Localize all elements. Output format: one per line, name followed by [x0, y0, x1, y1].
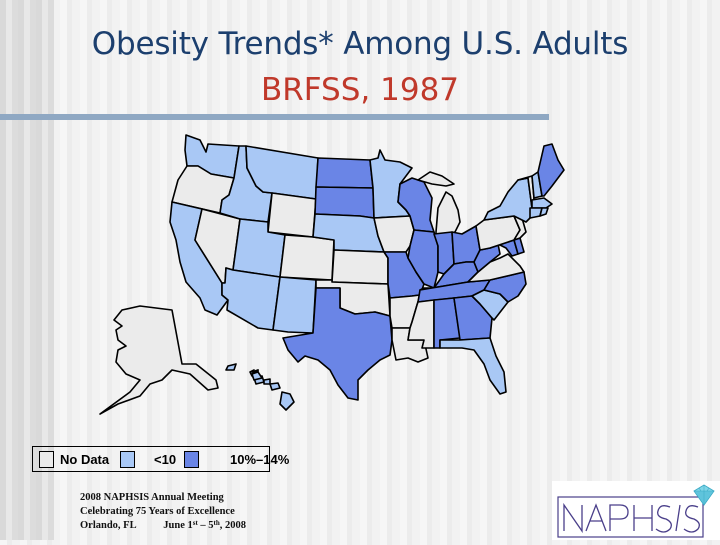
- state-wy: [267, 192, 317, 238]
- footer-line-3: Orlando, FL June 1st – 5th, 2008: [80, 519, 246, 533]
- slide-title: Obesity Trends* Among U.S. Adults: [91, 26, 629, 62]
- legend-label-lt10: <10: [154, 452, 177, 467]
- state-hi-b1: [251, 369, 259, 373]
- map-legend: No Data <10 10%–14%: [32, 446, 289, 472]
- legend-swatch-lt10: [120, 451, 135, 468]
- footer-city: Orlando, FL: [80, 520, 137, 531]
- state-nm: [272, 276, 317, 334]
- footer-sup-st: st: [192, 519, 198, 527]
- state-hi-big-island: [279, 391, 295, 411]
- footer-line-2: Celebrating 75 Years of Excellence: [80, 506, 235, 517]
- state-sd: [314, 186, 375, 219]
- state-ak: [99, 305, 219, 415]
- diamond-icon: [693, 484, 715, 506]
- title-divider: [0, 114, 549, 120]
- state-fl: [439, 337, 507, 395]
- logo-frame: [557, 496, 704, 538]
- state-me: [537, 143, 565, 197]
- state-mi-up: [417, 171, 455, 187]
- logo-wordmark: [563, 502, 700, 534]
- state-hi-island-4: [269, 382, 281, 391]
- footer-date-mid: – 5: [197, 520, 214, 531]
- state-va: [467, 253, 525, 283]
- state-hi-island-3: [263, 378, 271, 385]
- state-co: [279, 234, 335, 281]
- naphsis-logo: [552, 481, 720, 540]
- state-ma: [531, 197, 553, 209]
- state-az: [221, 267, 281, 331]
- legend-swatch-10-14: [184, 451, 199, 468]
- legend-label-10-14: 10%–14%: [230, 452, 290, 467]
- state-mi: [435, 191, 461, 237]
- footer-line-1: 2008 NAPHSIS Annual Meeting: [80, 492, 224, 503]
- state-nd: [315, 157, 374, 189]
- state-ks: [331, 249, 389, 285]
- legend-label-no-data: No Data: [60, 452, 110, 467]
- legend-swatch-no-data: [39, 451, 54, 468]
- state-hi-island-2: [251, 371, 263, 381]
- state-hi-island-1: [225, 363, 237, 371]
- state-tx: [282, 287, 393, 401]
- footer-date-start: June 1: [163, 520, 193, 531]
- footer-date-end: , 2008: [219, 520, 247, 531]
- slide-subtitle: BRFSS, 1987: [260, 72, 460, 108]
- state-ny: [483, 177, 533, 223]
- state-ri: [539, 207, 549, 217]
- footer-credit: 2008 NAPHSIS Annual Meeting Celebrating …: [80, 491, 246, 533]
- footer-sup-th: th: [213, 519, 220, 527]
